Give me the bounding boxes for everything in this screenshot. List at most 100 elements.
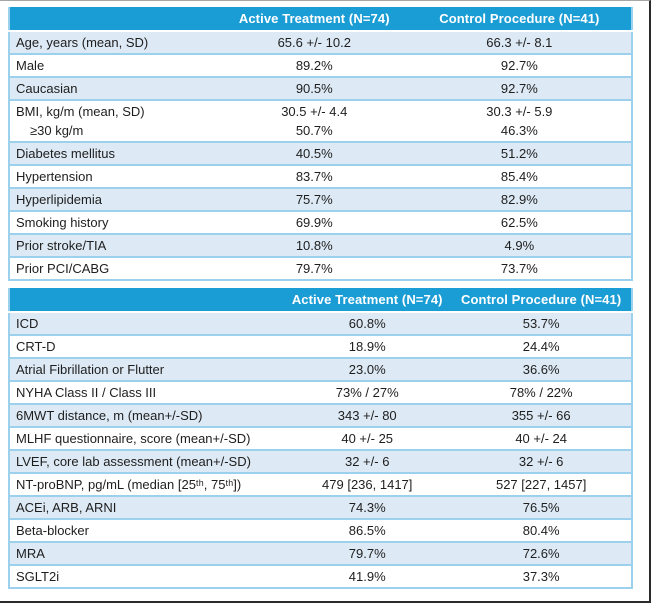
row-value-control-cell: 82.9% <box>407 188 632 212</box>
header-row: Active Treatment (N=74) Control Procedure… <box>9 7 632 32</box>
row-value-control-cell: 24.4% <box>451 335 632 359</box>
table-row: MRA 79.7% 72.6% <box>9 542 632 566</box>
header-spacer-cell <box>9 288 284 313</box>
row-value-text: 78% / 22% <box>509 385 573 400</box>
row-label-cell: Beta-blocker <box>9 519 284 543</box>
header-cell-control-procedure: Control Procedure (N=41) <box>451 288 632 313</box>
header-spacer-cell <box>9 7 221 32</box>
row-value-text: 73.7% <box>500 261 538 276</box>
row-value-text: 355 +/- 66 <box>511 408 571 423</box>
row-label-text: 6MWT distance, m (mean+/-SD) <box>16 408 203 423</box>
row-value-text: 32 +/- 6 <box>518 454 564 469</box>
table-row: Prior PCI/CABG 79.7% 73.7% <box>9 257 632 281</box>
row-label-cell: Smoking history <box>9 211 221 235</box>
header-cell-control-procedure: Control Procedure (N=41) <box>407 7 632 32</box>
header-cell-active-treatment: Active Treatment (N=74) <box>283 288 452 313</box>
table-header: Active Treatment (N=74) Control Procedure… <box>9 7 632 32</box>
row-value-text: 74.3% <box>348 500 386 515</box>
row-value-control-cell: 355 +/- 66 <box>451 404 632 428</box>
row-value-text: 4.9% <box>504 238 535 253</box>
row-value-text: 80.4% <box>522 523 560 538</box>
header-cell-active-treatment: Active Treatment (N=74) <box>220 7 408 32</box>
row-label-text: MLHF questionnaire, score (mean+/-SD) <box>16 431 251 446</box>
row-value-active-cell: 23.0% <box>283 358 452 382</box>
table-header: Active Treatment (N=74) Control Procedure… <box>9 288 632 313</box>
row-value-text: 23.0% <box>348 362 386 377</box>
row-value-text: 51.2% <box>500 146 538 161</box>
baseline-characteristics-table: Active Treatment (N=74) Control Procedure… <box>8 7 633 281</box>
row-label-cell: Diabetes mellitus <box>9 142 221 166</box>
table-row: 6MWT distance, m (mean+/-SD) 343 +/- 80 35… <box>9 404 632 428</box>
table-body: Age, years (mean, SD) 65.6 +/- 10.2 66.3 +… <box>9 31 632 281</box>
table-row: BMI, kg/m (mean, SD) ≥30 kg/m 30.5 +/- 4.4… <box>9 100 632 143</box>
row-label-text: ICD <box>16 316 39 331</box>
row-value-active-cell: 75.7% <box>220 188 408 212</box>
table-row: NYHA Class II / Class III 73% / 27% 78% / … <box>9 381 632 405</box>
row-value-active-cell: 343 +/- 80 <box>283 404 452 428</box>
row-label-text: Smoking history <box>16 215 109 230</box>
row-value-active-cell: 32 +/- 6 <box>283 450 452 474</box>
row-value-text: 30.5 +/- 4.4 <box>281 104 348 119</box>
cardiac-status-medications-table: Active Treatment (N=74) Control Procedure… <box>8 288 633 589</box>
table-row: CRT-D 18.9% 24.4% <box>9 335 632 359</box>
row-label-cell: Hypertension <box>9 165 221 189</box>
row-value-control-cell: 80.4% <box>451 519 632 543</box>
row-label-cell: BMI, kg/m (mean, SD) ≥30 kg/m <box>9 100 221 143</box>
row-value-text: 76.5% <box>522 500 560 515</box>
row-label-text: CRT-D <box>16 339 56 354</box>
row-value-text: 75.7% <box>295 192 333 207</box>
row-value-control-cell: 527 [227, 1457] <box>451 473 632 497</box>
row-value-text: 86.5% <box>348 523 386 538</box>
row-value-control-cell: 36.6% <box>451 358 632 382</box>
header-row: Active Treatment (N=74) Control Procedure… <box>9 288 632 313</box>
row-value-control-cell: 37.3% <box>451 565 632 589</box>
row-value-control-cell: 92.7% <box>407 77 632 101</box>
row-value-text: 62.5% <box>500 215 538 230</box>
row-value-text: 79.7% <box>348 546 386 561</box>
row-value-text: 30.3 +/- 5.9 <box>486 104 553 119</box>
row-value-active-cell: 41.9% <box>283 565 452 589</box>
row-value-text: 73% / 27% <box>335 385 399 400</box>
row-subvalue-text: 46.3% <box>500 123 538 138</box>
row-label-cell: Prior stroke/TIA <box>9 234 221 258</box>
table-row: Smoking history 69.9% 62.5% <box>9 211 632 235</box>
table-row: Hypertension 83.7% 85.4% <box>9 165 632 189</box>
row-sublabel-text: ≥30 kg/m <box>30 123 84 138</box>
row-value-text: 89.2% <box>295 58 333 73</box>
table-row: ICD 60.8% 53.7% <box>9 312 632 336</box>
row-label-text: BMI, kg/m (mean, SD) <box>16 104 145 119</box>
table-row: LVEF, core lab assessment (mean+/-SD) 32 … <box>9 450 632 474</box>
row-value-text: 79.7% <box>295 261 333 276</box>
row-value-active-cell: 10.8% <box>220 234 408 258</box>
row-value-text: 72.6% <box>522 546 560 561</box>
row-label-text: Caucasian <box>16 81 78 96</box>
row-value-active-cell: 74.3% <box>283 496 452 520</box>
row-label-cell: Age, years (mean, SD) <box>9 31 221 55</box>
row-value-text: 85.4% <box>500 169 538 184</box>
row-value-active-cell: 65.6 +/- 10.2 <box>220 31 408 55</box>
row-value-text: 343 +/- 80 <box>337 408 397 423</box>
table-row: SGLT2i 41.9% 37.3% <box>9 565 632 589</box>
row-label-cell: ICD <box>9 312 284 336</box>
row-value-text: 83.7% <box>295 169 333 184</box>
row-label-cell: Prior PCI/CABG <box>9 257 221 281</box>
row-value-text: 24.4% <box>522 339 560 354</box>
row-value-active-cell: 40.5% <box>220 142 408 166</box>
row-label-text: Diabetes mellitus <box>16 146 115 161</box>
row-label-cell: Hyperlipidemia <box>9 188 221 212</box>
row-label-cell: NT-proBNP, pg/mL (median [25ᵗʰ, 75ᵗʰ]) <box>9 473 284 497</box>
row-value-control-cell: 30.3 +/- 5.9 46.3% <box>407 100 632 143</box>
table-row: MLHF questionnaire, score (mean+/-SD) 40 … <box>9 427 632 451</box>
row-value-text: 18.9% <box>348 339 386 354</box>
row-label-cell: MRA <box>9 542 284 566</box>
row-value-active-cell: 86.5% <box>283 519 452 543</box>
row-label-text: SGLT2i <box>16 569 60 584</box>
row-value-control-cell: 53.7% <box>451 312 632 336</box>
row-value-active-cell: 479 [236, 1417] <box>283 473 452 497</box>
row-value-text: 92.7% <box>500 81 538 96</box>
table-row: Atrial Fibrillation or Flutter 23.0% 36.6% <box>9 358 632 382</box>
tables-root: Active Treatment (N=74) Control Procedure… <box>8 7 633 589</box>
row-label-text: MRA <box>16 546 45 561</box>
row-value-active-cell: 89.2% <box>220 54 408 78</box>
row-value-text: 40.5% <box>295 146 333 161</box>
